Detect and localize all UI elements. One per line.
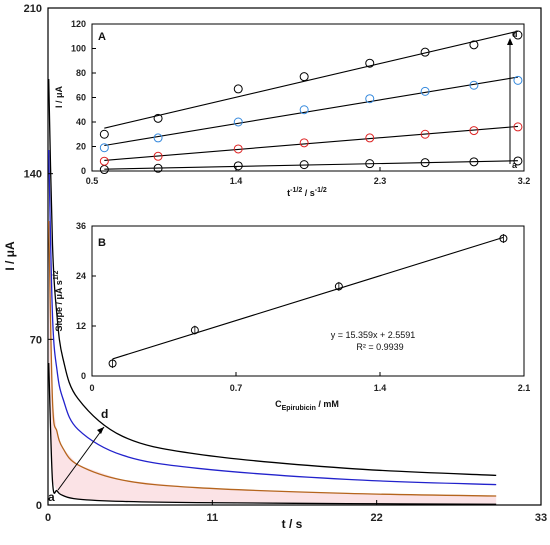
y-tick-label: 140: [24, 169, 42, 181]
inset-a-panel-label: A: [98, 31, 106, 43]
inset-b-plot-area: [91, 225, 525, 377]
inset-a-fit-line-0: [104, 160, 518, 170]
series-line-0: [48, 362, 497, 505]
inset-b-x-tick-label: 0: [89, 383, 94, 393]
inset-a-point-0: [233, 161, 243, 171]
inset-a-point-3: [299, 72, 309, 82]
inset-a-point-3: [153, 113, 163, 123]
inset-a-point-2: [469, 80, 479, 90]
main-label-a: a: [48, 490, 55, 504]
inset-a-x-label-main: t: [287, 188, 290, 198]
inset-b-equation: y = 15.359x + 2.5591: [331, 330, 416, 340]
y-tick-label: 0: [36, 500, 42, 512]
inset-b-panel-label: B: [98, 237, 106, 249]
x-tick-label: 0: [45, 512, 51, 524]
inset-b-x-tick-label: 1.4: [374, 383, 387, 393]
inset-b-r-squared: R² = 0.9939: [356, 342, 403, 352]
inset-a-point-3: [469, 40, 479, 50]
inset-b-y-label-sup: 1/2: [53, 270, 60, 280]
inset-a-label-a: a: [512, 160, 518, 170]
inset-a-plot-area: [91, 23, 525, 172]
trend-arrow: [57, 426, 105, 491]
inset-a-x-label-mid: / s: [302, 188, 315, 198]
inset-a-arrow-head: [507, 38, 513, 45]
inset-a-point-2: [513, 75, 523, 85]
inset-b-y-tick-label: 12: [76, 321, 86, 331]
inset-a-point-1: [365, 133, 375, 143]
main-label-d: d: [101, 407, 108, 421]
inset-a-y-tick-label: 0: [81, 166, 86, 176]
inset-a-point-3: [365, 58, 375, 68]
x-tick-label: 33: [535, 512, 547, 524]
series-line-1: [48, 220, 497, 497]
inset-a-point-3: [513, 30, 523, 40]
inset-a-fit-line-2: [104, 76, 519, 147]
inset-a-fit-line-3: [104, 30, 519, 129]
inset-a-point-2: [420, 86, 430, 96]
y-tick-label: 210: [24, 3, 42, 15]
inset-b-x-tick-label: 0.7: [230, 383, 243, 393]
inset-a-point-1: [420, 129, 430, 139]
inset-b-y-label-main: Slope / μA s: [54, 280, 64, 331]
inset-a-x-axis-label: t-1/2 / s-1/2: [287, 187, 327, 198]
inset-a-y-tick-label: 100: [71, 44, 86, 54]
inset-a-point-2: [153, 133, 163, 143]
inset-a-x-label-sup: -1/2: [290, 187, 302, 194]
inset-a-y-tick-label: 60: [76, 93, 86, 103]
inset-a-point-1: [513, 122, 523, 132]
inset-a-point-3: [420, 47, 430, 57]
inset-b-y-tick-label: 0: [81, 371, 86, 381]
inset-a-point-0: [299, 160, 309, 170]
inset-a-y-tick-label: 80: [76, 68, 86, 78]
series-line-3: [48, 78, 497, 477]
inset-a-point-1: [233, 144, 243, 154]
inset-b-x-tick-label: 2.1: [518, 383, 531, 393]
shaded-band: [48, 221, 497, 505]
inset-a-point-0: [420, 158, 430, 168]
main-y-axis-label: I / μA: [3, 241, 17, 271]
inset-a-point-3: [99, 129, 109, 139]
inset-b-x-label-tail: / mM: [316, 399, 339, 409]
inset-b-x-label-main: C: [275, 399, 282, 409]
inset-a-point-0: [365, 159, 375, 169]
x-tick-label: 11: [207, 512, 219, 524]
inset-a-point-1: [299, 138, 309, 148]
inset-a-point-1: [153, 151, 163, 161]
inset-a-y-tick-label: 120: [71, 19, 86, 29]
inset-b-y-tick-label: 36: [76, 221, 86, 231]
inset-b-x-label-sub: Epirubicin: [282, 405, 316, 412]
inset-a-x-tick-label: 3.2: [518, 176, 531, 186]
inset-a-y-tick-label: 20: [76, 142, 86, 152]
inset-a-point-2: [99, 143, 109, 153]
inset-a-y-axis-label: I / μA: [54, 85, 64, 108]
inset-a-point-2: [299, 105, 309, 115]
inset-a-point-1: [469, 126, 479, 136]
main-x-axis-label: t / s: [282, 517, 303, 531]
inset-a-x-label-sup2: -1/2: [315, 187, 327, 194]
inset-a-point-2: [365, 94, 375, 104]
inset-a-x-tick-label: 2.3: [374, 176, 387, 186]
inset-b-x-axis-label: CEpirubicin / mM: [275, 399, 339, 412]
inset-b-fit-line: [112, 236, 504, 360]
inset-b-y-axis-label: Slope / μA s1/2: [53, 270, 64, 331]
inset-a-fit-line-1: [104, 125, 518, 161]
inset-a-point-0: [153, 163, 163, 173]
inset-a-point-0: [513, 156, 523, 166]
inset-b-y-tick-label: 24: [76, 271, 86, 281]
y-tick-label: 70: [30, 334, 42, 346]
inset-a-x-tick-label: 1.4: [230, 176, 243, 186]
inset-a-point-3: [233, 84, 243, 94]
inset-a-y-tick-label: 40: [76, 117, 86, 127]
inset-a-point-1: [99, 156, 109, 166]
inset-a-point-2: [233, 117, 243, 127]
inset-a-label-d: d: [512, 29, 518, 39]
x-tick-label: 22: [371, 512, 383, 524]
inset-a-point-0: [469, 157, 479, 167]
series-line-2: [48, 149, 497, 486]
inset-a-x-tick-label: 0.5: [86, 176, 99, 186]
trend-arrow-head: [97, 427, 104, 434]
